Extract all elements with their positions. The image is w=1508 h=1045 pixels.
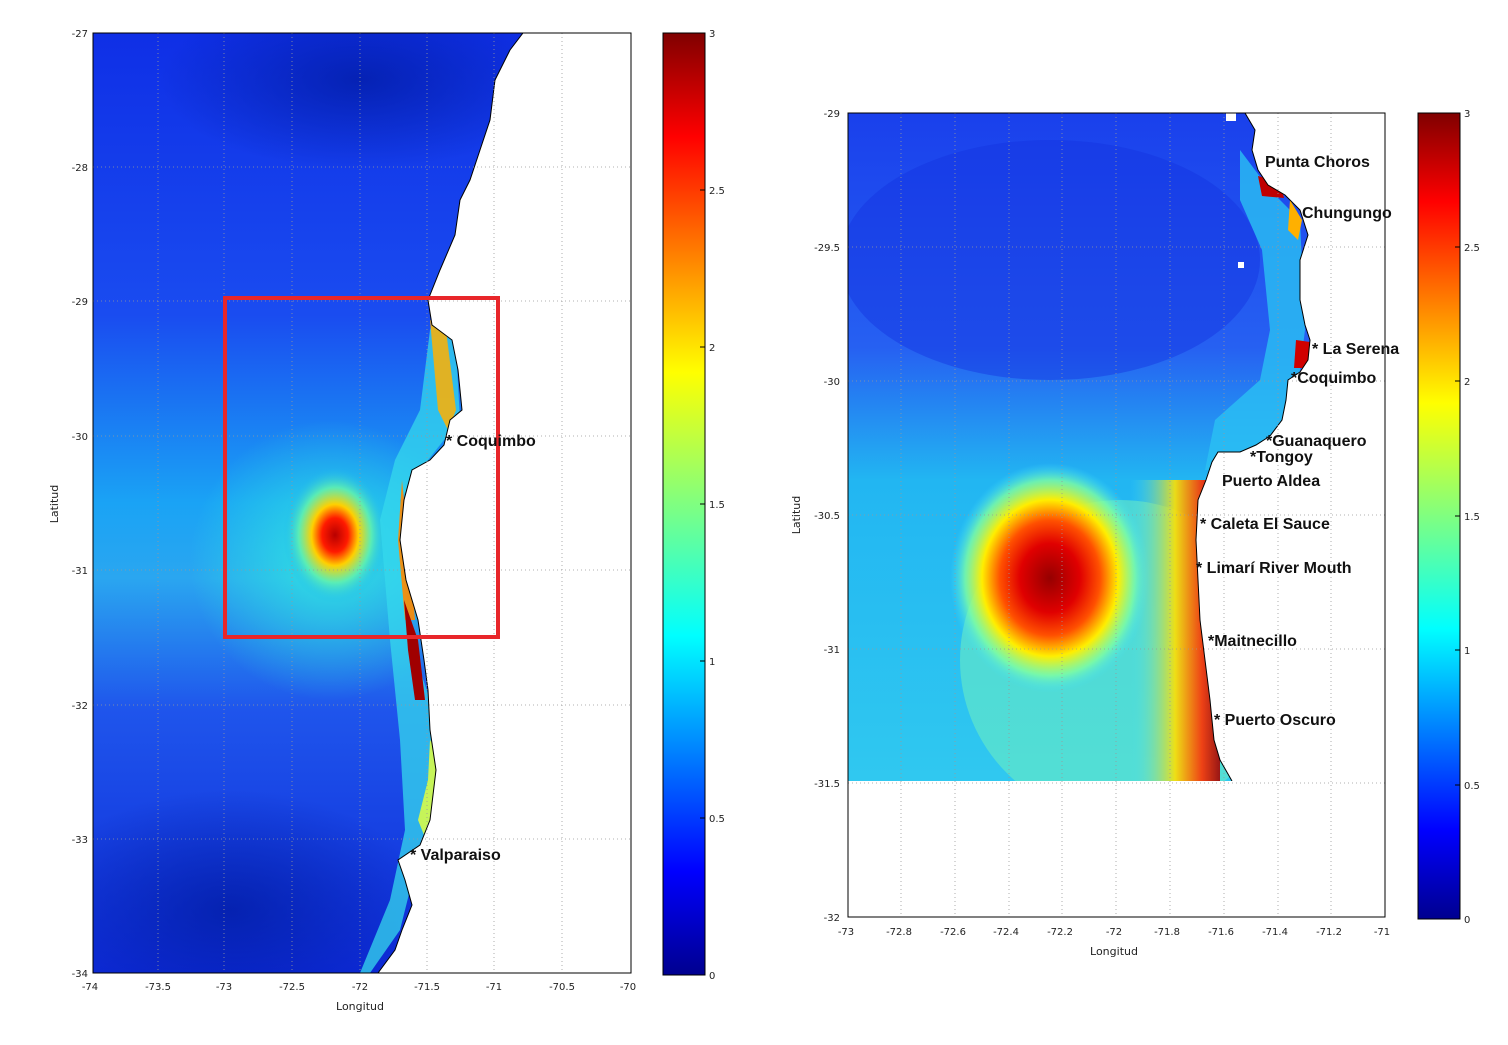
left-y-tick: -33 <box>72 835 88 846</box>
left-y-tick: -31 <box>72 566 88 577</box>
place-la-serena: * La Serena <box>1312 341 1399 358</box>
right-x-tick: -71 <box>1374 927 1390 938</box>
right-x-ticks: -73 -72.8 -72.6 -72.4 -72.2 -72 -71.8 -7… <box>838 927 1390 938</box>
left-colorbar <box>662 32 706 976</box>
left-colorbar-ticks: 3 2.5 2 1.5 1 0.5 0 <box>709 29 725 982</box>
left-cbar-tick: 1.5 <box>709 500 725 511</box>
place-maitnecillo: *Maitnecillo <box>1208 633 1297 650</box>
right-x-tick: -72.6 <box>940 927 966 938</box>
right-colorbar-ticks: 3 2.5 2 1.5 1 0.5 0 <box>1464 109 1480 926</box>
right-x-tick: -71.4 <box>1262 927 1288 938</box>
place-punta-choros: Punta Choros <box>1265 154 1370 171</box>
right-x-tick: -72.4 <box>993 927 1019 938</box>
right-x-tick: -73 <box>838 927 854 938</box>
left-x-tick: -73.5 <box>145 982 171 993</box>
right-map: -73 -72.8 -72.6 -72.4 -72.2 -72 -71.8 -7… <box>790 109 1480 958</box>
left-cbar-tick: 3 <box>709 29 715 40</box>
place-coquimbo: *Coquimbo <box>1291 370 1377 387</box>
right-y-tick: -30 <box>824 377 840 388</box>
right-cbar-tick: 2.5 <box>1464 243 1480 254</box>
right-y-ticks: -29 -29.5 -30 -30.5 -31 -31.5 -32 <box>814 109 840 924</box>
left-y-tick: -32 <box>72 701 88 712</box>
left-axes-frame <box>92 32 632 974</box>
left-place-coquimbo: * Coquimbo <box>446 433 536 450</box>
right-x-tick: -72.2 <box>1047 927 1073 938</box>
left-x-tick: -73 <box>216 982 232 993</box>
left-x-tick: -72 <box>352 982 368 993</box>
right-grid <box>848 113 1385 917</box>
right-y-tick: -29.5 <box>814 243 840 254</box>
right-y-tick: -29 <box>824 109 840 120</box>
left-x-tick: -71 <box>486 982 502 993</box>
right-hotspot <box>950 463 1150 693</box>
right-y-tick: -30.5 <box>814 511 840 522</box>
place-tongoy: *Tongoy <box>1250 449 1313 466</box>
left-cbar-tick: 1 <box>709 657 715 668</box>
right-cbar-tick: 0 <box>1464 915 1470 926</box>
place-puerto-oscuro: * Puerto Oscuro <box>1214 712 1336 729</box>
left-x-ticks: -74 -73.5 -73 -72.5 -72 -71.5 -71 -70.5 … <box>82 982 636 993</box>
right-y-axis-label: Latitud <box>790 496 803 535</box>
left-x-tick: -72.5 <box>279 982 305 993</box>
left-map: -74 -73.5 -73 -72.5 -72 -71.5 -71 -70.5 … <box>48 29 725 1013</box>
right-x-tick: -72 <box>1106 927 1122 938</box>
left-y-ticks: -27 -28 -29 -30 -31 -32 -33 -34 <box>72 29 88 980</box>
left-place-valparaiso: * Valparaiso <box>410 847 501 864</box>
place-puerto-aldea: Puerto Aldea <box>1222 473 1320 490</box>
left-grid <box>93 33 631 973</box>
place-guanaquero: *Guanaquero <box>1266 433 1367 450</box>
right-x-axis-label: Longitud <box>1090 945 1138 958</box>
left-cbar-tick: 0.5 <box>709 814 725 825</box>
left-x-tick: -70 <box>620 982 636 993</box>
right-x-tick: -71.2 <box>1316 927 1342 938</box>
left-x-axis-label: Longitud <box>336 1000 384 1013</box>
left-highlight-box <box>223 296 500 639</box>
right-place-labels: Punta Choros Chungungo * La Serena *Coqu… <box>1196 154 1399 729</box>
left-y-tick: -34 <box>72 969 88 980</box>
left-cbar-tick: 2.5 <box>709 186 725 197</box>
right-y-tick: -31.5 <box>814 779 840 790</box>
right-cbar-tick: 0.5 <box>1464 781 1480 792</box>
right-axes-frame <box>847 112 1386 918</box>
right-land <box>1196 113 1385 781</box>
left-y-tick: -27 <box>72 29 88 40</box>
left-y-tick: -30 <box>72 432 88 443</box>
right-x-tick: -71.6 <box>1208 927 1234 938</box>
left-hotspot <box>283 467 387 603</box>
right-cbar-tick: 1 <box>1464 646 1470 657</box>
place-chungungo: Chungungo <box>1302 205 1392 222</box>
left-x-tick: -71.5 <box>414 982 440 993</box>
right-colorbar <box>1417 112 1461 920</box>
left-y-tick: -28 <box>72 163 88 174</box>
right-y-tick: -32 <box>824 913 840 924</box>
right-cbar-tick: 3 <box>1464 109 1470 120</box>
right-y-tick: -31 <box>824 645 840 656</box>
left-y-axis-label: Latitud <box>48 485 61 524</box>
left-x-tick: -70.5 <box>549 982 575 993</box>
place-limari-river-mouth: * Limarí River Mouth <box>1196 560 1352 577</box>
right-x-tick: -71.8 <box>1154 927 1180 938</box>
left-x-tick: -74 <box>82 982 98 993</box>
right-x-tick: -72.8 <box>886 927 912 938</box>
left-y-tick: -29 <box>72 297 88 308</box>
right-cbar-tick: 2 <box>1464 377 1470 388</box>
right-cbar-tick: 1.5 <box>1464 512 1480 523</box>
left-cbar-tick: 2 <box>709 343 715 354</box>
place-caleta-el-sauce: * Caleta El Sauce <box>1200 516 1330 533</box>
left-cbar-tick: 0 <box>709 971 715 982</box>
